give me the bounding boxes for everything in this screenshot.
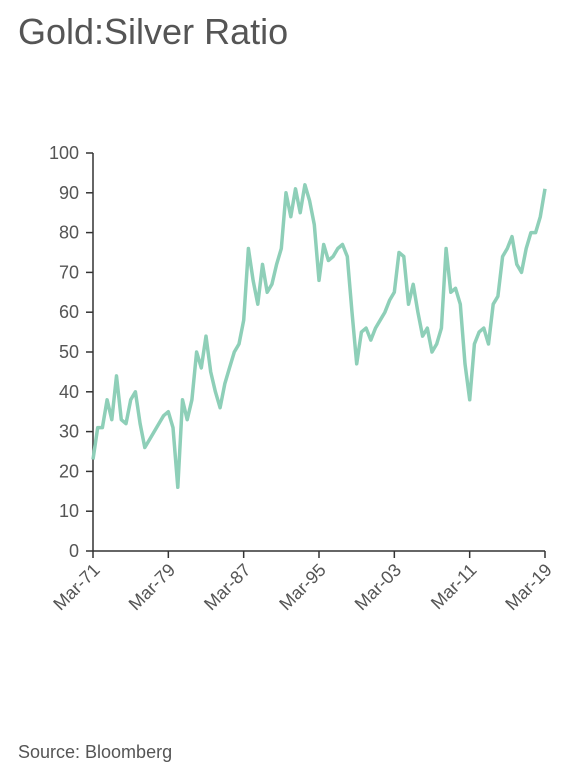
y-tick-label: 20	[59, 461, 79, 481]
x-tick-label: Mar-03	[351, 560, 405, 614]
source-note: Source: Bloomberg	[18, 742, 172, 762]
x-tick-label: Mar-71	[49, 560, 103, 614]
y-tick-label: 50	[59, 342, 79, 362]
y-tick-label: 60	[59, 302, 79, 322]
x-tick-label: Mar-11	[427, 560, 481, 614]
x-tick-label: Mar-95	[275, 560, 329, 614]
x-tick-label: Mar-87	[200, 560, 254, 614]
data-line	[91, 183, 547, 490]
y-tick-label: 10	[59, 501, 79, 521]
chart-title: Gold:Silver Ratio	[18, 11, 288, 52]
x-tick-label: Mar-79	[125, 560, 179, 614]
y-tick-label: 100	[49, 143, 79, 163]
y-tick-label: 30	[59, 422, 79, 442]
y-tick-label: 0	[69, 541, 79, 561]
y-tick-label: 90	[59, 183, 79, 203]
y-tick-label: 70	[59, 262, 79, 282]
y-tick-label: 80	[59, 223, 79, 243]
x-tick-label: Mar-19	[501, 560, 555, 614]
y-tick-label: 40	[59, 382, 79, 402]
